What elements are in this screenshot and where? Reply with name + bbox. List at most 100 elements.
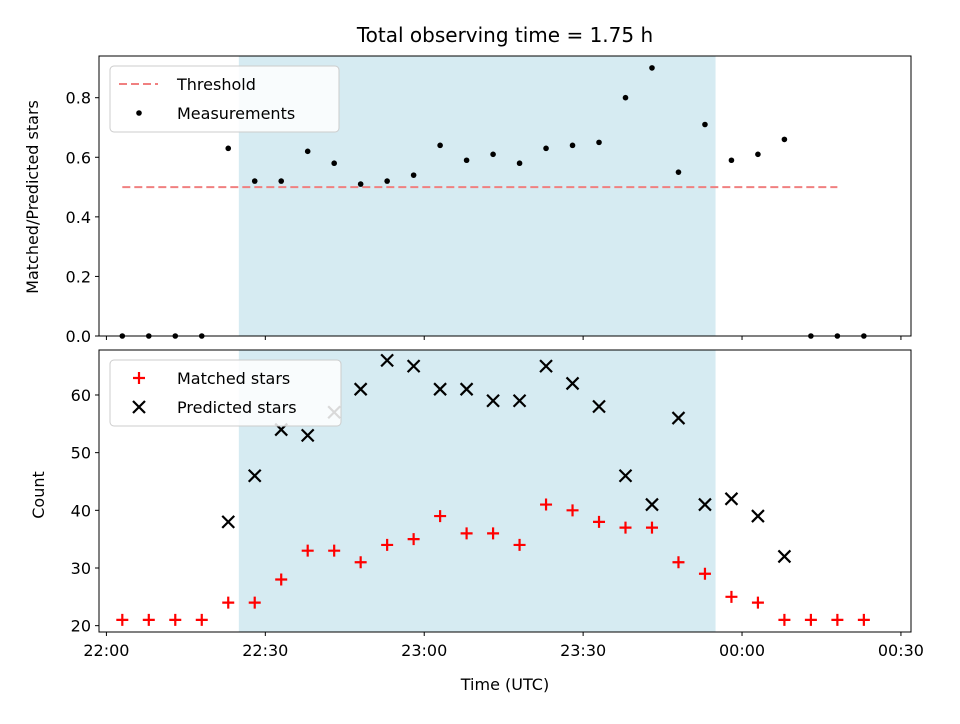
predicted-stars-point — [247, 468, 262, 483]
matched-stars-point — [275, 573, 288, 586]
matched-stars-point — [593, 515, 606, 528]
measurement-point — [384, 178, 390, 184]
top-axes-frame — [98, 55, 912, 337]
measurement-point — [622, 94, 629, 101]
measurement-point — [278, 178, 285, 184]
predicted-stars-point — [539, 359, 553, 373]
predicted-stars-point — [698, 497, 712, 512]
chart-title: Total observing time = 1.75 h — [356, 23, 653, 47]
x-tick-label: 00:30 — [878, 641, 924, 660]
bottom-y-tick-label: 40 — [71, 501, 91, 520]
measurement-point — [463, 157, 470, 164]
legend-entry-label: Predicted stars — [177, 398, 297, 417]
matched-stars-point — [116, 613, 129, 626]
predicted-stars-point — [221, 515, 236, 529]
top-y-tick-label: 0.0 — [66, 327, 91, 346]
measurement-point — [490, 151, 496, 158]
x-tick-label: 22:00 — [83, 641, 129, 660]
matched-stars-point — [487, 527, 500, 540]
matched-stars-point — [725, 590, 738, 603]
measurement-point — [331, 160, 337, 167]
predicted-stars-point — [459, 382, 474, 396]
matched-stars-point — [407, 533, 420, 546]
predicted-stars-point — [406, 359, 421, 373]
predicted-stars-point — [618, 468, 633, 483]
matched-stars-point — [566, 504, 579, 517]
matched-stars-point — [751, 596, 764, 609]
matched-stars-point — [540, 498, 553, 511]
top-legend-box — [109, 65, 340, 133]
matched-stars-point — [381, 538, 394, 551]
predicted-stars-point — [751, 509, 765, 523]
x-tick-label: 22:30 — [242, 641, 288, 660]
measurement-point — [437, 142, 443, 149]
predicted-stars-point — [645, 497, 659, 512]
x-tick-label: 23:00 — [401, 641, 447, 660]
top-legend: Threshold Measurements — [109, 65, 340, 133]
matched-stars-point — [513, 538, 526, 551]
predicted-stars-point — [777, 549, 792, 564]
matched-stars-point — [619, 521, 632, 534]
measurement-point — [357, 181, 364, 187]
matched-stars-point — [195, 613, 208, 626]
measurement-point — [516, 160, 523, 167]
bottom-y-axis-label: Count — [29, 471, 48, 519]
matched-stars-point — [857, 613, 870, 626]
matched-stars-point — [804, 613, 817, 626]
measurement-point — [649, 65, 655, 71]
top-y-tick-label: 0.2 — [66, 267, 91, 286]
matched-stars-point — [354, 556, 367, 569]
legend-entry-label: Threshold — [176, 75, 256, 94]
measurement-point — [702, 121, 708, 128]
matched-stars-point — [645, 521, 658, 534]
matched-stars-point — [328, 544, 341, 557]
bottom-y-tick-label: 50 — [71, 444, 91, 463]
predicted-stars-point — [724, 492, 739, 506]
legend-entry-label: Measurements — [177, 104, 295, 123]
top-y-tick-label: 0.8 — [66, 89, 91, 108]
measurement-point — [781, 136, 788, 143]
matched-stars-point — [248, 596, 261, 609]
matched-stars-point — [222, 596, 235, 609]
x-tick-label: 23:30 — [560, 641, 606, 660]
predicted-stars-point — [512, 393, 527, 408]
predicted-stars-point — [486, 393, 500, 408]
top-y-tick-label: 0.4 — [66, 208, 91, 227]
legend-measurement-swatch — [136, 110, 142, 116]
x-tick-label: 00:00 — [719, 641, 765, 660]
measurement-point — [569, 142, 576, 149]
bottom-panel: 20 30 40 50 60 22:00 22:30 23:00 23:30 00:00 00:30… — [71, 349, 924, 660]
top-y-axis-label: Matched/Predicted stars — [23, 100, 42, 294]
bottom-y-tick-label: 60 — [71, 386, 91, 405]
predicted-stars-point — [380, 353, 394, 368]
bottom-axes-frame — [98, 349, 912, 633]
predicted-stars-point — [433, 382, 447, 396]
bottom-legend: Matched stars Predicted stars — [109, 359, 342, 427]
measurement-point — [728, 157, 735, 164]
legend-predicted-swatch — [132, 400, 146, 414]
predicted-stars-point — [592, 399, 606, 414]
measurement-point — [755, 151, 761, 158]
measurement-point — [596, 139, 602, 146]
matched-stars-point — [301, 544, 314, 557]
measurement-point — [304, 148, 311, 155]
bottom-y-tick-label: 30 — [71, 559, 91, 578]
legend-matched-swatch — [133, 372, 145, 384]
matched-stars-point — [169, 613, 182, 626]
matched-stars-point — [831, 613, 844, 626]
x-axis-label: Time (UTC) — [460, 675, 549, 694]
legend-entry-label: Matched stars — [177, 369, 290, 388]
predicted-stars-point — [353, 382, 368, 396]
top-panel: 0.0 0.2 0.4 0.6 0.8 Threshold Measurements — [66, 55, 912, 346]
matched-stars-point — [142, 613, 155, 626]
top-y-tick-label: 0.6 — [66, 148, 91, 167]
measurement-point — [675, 169, 682, 175]
predicted-stars-point — [671, 411, 686, 425]
matched-stars-point — [778, 613, 791, 626]
measurement-point — [251, 178, 258, 184]
measurement-point — [543, 145, 549, 152]
predicted-stars-point — [300, 428, 315, 443]
matched-stars-point — [460, 527, 473, 540]
bottom-legend-box — [109, 359, 342, 427]
